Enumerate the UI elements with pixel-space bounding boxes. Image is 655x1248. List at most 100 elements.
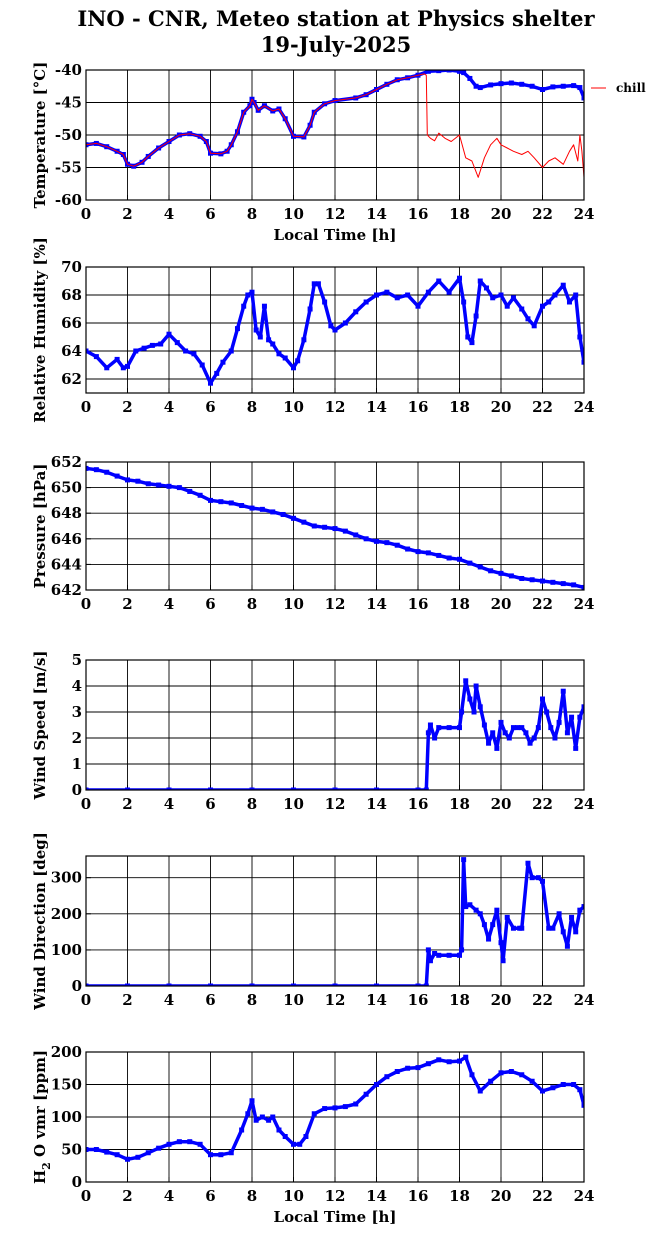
- panel-humidity: 0 2 4 6 8 10 12 14 16 18 20 22 246264666870Relative …: [31, 237, 594, 423]
- data-point: [560, 282, 566, 288]
- x-tick-label: 20: [491, 398, 512, 416]
- data-point: [488, 82, 494, 88]
- data-point: [276, 1127, 282, 1133]
- data-point: [467, 696, 473, 702]
- x-tick-label: 4: [164, 1187, 174, 1205]
- x-tick-label: 20: [491, 595, 512, 613]
- data-point: [191, 351, 197, 357]
- data-point: [473, 83, 479, 89]
- data-point: [86, 787, 89, 790]
- plot-area: [86, 275, 584, 386]
- data-point: [276, 351, 282, 357]
- data-point: [197, 492, 203, 498]
- data-point: [332, 787, 338, 790]
- data-point: [488, 568, 494, 574]
- data-point: [291, 787, 296, 790]
- x-tick-label: 6: [205, 795, 215, 813]
- data-point: [166, 787, 172, 790]
- data-point: [467, 75, 473, 81]
- data-point: [483, 285, 489, 291]
- data-point: [135, 478, 141, 484]
- data-point: [473, 683, 479, 689]
- data-point: [141, 345, 147, 351]
- data-point: [461, 70, 467, 76]
- y-axis-label-main: H: [31, 1170, 49, 1184]
- x-tick-label: 0: [81, 1187, 91, 1205]
- y-axis-label: Pressure [hPa]: [31, 464, 49, 589]
- data-point: [446, 70, 452, 73]
- data-point: [384, 1074, 390, 1080]
- data-point: [540, 878, 545, 884]
- data-point: [208, 787, 213, 790]
- data-point: [311, 523, 317, 529]
- data-point: [322, 299, 328, 305]
- plot-frame: [85, 69, 585, 201]
- data-point: [342, 320, 348, 326]
- data-point: [120, 365, 126, 371]
- data-point: [135, 1154, 141, 1160]
- data-point: [245, 292, 251, 298]
- y-tick-label: 648: [51, 504, 82, 522]
- data-point: [550, 579, 556, 585]
- x-tick-label: 10: [283, 205, 304, 223]
- data-point: [86, 465, 89, 471]
- data-point: [477, 911, 483, 917]
- plot-frame: [85, 266, 585, 394]
- data-point: [490, 922, 496, 928]
- x-tick-label: 22: [532, 398, 553, 416]
- data-point: [249, 787, 255, 790]
- data-point: [436, 725, 442, 731]
- x-tick-label: 16: [408, 205, 429, 223]
- data-point: [498, 292, 504, 298]
- x-tick-label: 2: [122, 398, 132, 416]
- data-point: [457, 1058, 462, 1064]
- x-tick-label: 22: [532, 205, 553, 223]
- data-point: [519, 925, 525, 931]
- x-tick-label: 2: [122, 795, 132, 813]
- data-point: [508, 80, 514, 86]
- data-point: [104, 469, 110, 475]
- data-point: [548, 725, 554, 731]
- data-point: [280, 511, 286, 517]
- data-point: [425, 947, 431, 953]
- data-point: [259, 506, 265, 512]
- data-point: [577, 1087, 583, 1093]
- data-point: [571, 582, 577, 588]
- data-point: [86, 983, 89, 986]
- x-tick-label: 8: [247, 205, 257, 223]
- x-tick-label: 4: [164, 398, 174, 416]
- data-point: [183, 348, 189, 354]
- data-point: [432, 951, 438, 956]
- data-point: [249, 983, 255, 986]
- data-point: [295, 358, 301, 364]
- data-point: [436, 952, 442, 958]
- x-tick-label: 2: [122, 595, 132, 613]
- data-point: [519, 306, 525, 312]
- data-point: [500, 958, 506, 964]
- data-point: [415, 549, 421, 555]
- x-tick-label: 20: [491, 795, 512, 813]
- data-point: [259, 1114, 265, 1120]
- x-tick-label: 14: [366, 1187, 387, 1205]
- data-point: [469, 1072, 475, 1078]
- data-point: [564, 943, 570, 949]
- data-point: [569, 714, 575, 720]
- data-point: [307, 306, 313, 312]
- x-tick-label: 14: [366, 991, 387, 1009]
- x-tick-label: 2: [122, 991, 132, 1009]
- data-point: [291, 983, 296, 986]
- data-point: [515, 725, 521, 731]
- x-tick-label: 20: [491, 991, 512, 1009]
- data-point: [510, 925, 516, 931]
- data-point: [303, 1134, 309, 1139]
- y-tick-label: 100: [51, 941, 82, 959]
- data-point: [311, 281, 317, 287]
- x-tick-label: 6: [205, 1187, 215, 1205]
- data-point: [270, 1114, 276, 1120]
- data-point: [560, 581, 566, 587]
- data-point: [531, 735, 537, 741]
- data-point: [208, 983, 213, 986]
- data-point: [220, 359, 226, 365]
- data-point: [214, 370, 220, 376]
